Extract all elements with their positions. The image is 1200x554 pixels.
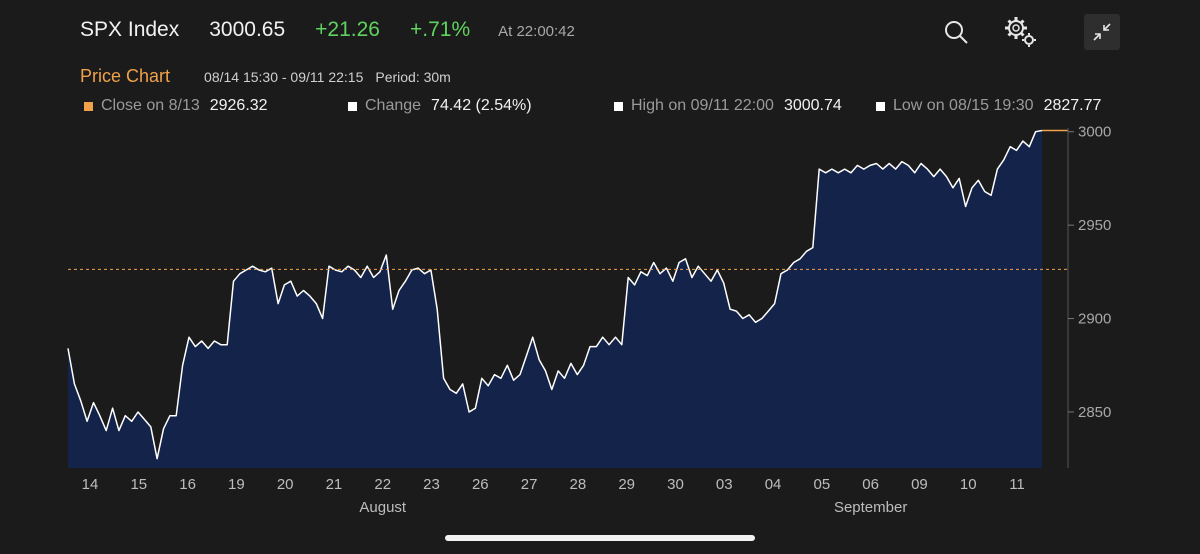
settings-gears-icon[interactable] <box>1002 14 1038 50</box>
high-value: 3000.74 <box>783 97 842 114</box>
x-tick-label: 16 <box>179 476 196 493</box>
x-tick-label: 21 <box>326 476 343 493</box>
high-marker <box>614 101 623 111</box>
x-tick-label: 03 <box>716 476 733 493</box>
ticker-symbol: SPX Index <box>80 18 180 41</box>
last-price: 3000.65 <box>209 18 286 41</box>
change-value: 74.42 (2.54%) <box>431 97 532 114</box>
month-label: August <box>359 499 407 516</box>
high-label: High on 09/11 22:00 <box>631 97 774 114</box>
search-icon[interactable] <box>938 14 974 50</box>
x-tick-label: 04 <box>765 476 782 493</box>
change-stat: Change 74.42 (2.54%) <box>348 97 532 115</box>
x-tick-label: 15 <box>130 476 147 493</box>
low-label: Low on 08/15 19:30 <box>893 97 1034 114</box>
close-marker <box>84 101 93 111</box>
chart-title: Price Chart <box>80 66 171 86</box>
stats-row: Close on 8/13 2926.32 Change 74.42 (2.54… <box>84 97 1200 119</box>
x-tick-label: 28 <box>570 476 587 493</box>
percent-change: +.71% <box>409 18 471 41</box>
y-tick-label: 2850 <box>1078 404 1111 421</box>
x-tick-label: 05 <box>813 476 830 493</box>
price-line <box>67 129 1043 460</box>
x-tick-label: 19 <box>228 476 245 493</box>
price-chart[interactable]: 2850 2900 2950 3000 14 15 16 19 20 21 22 23 26 27 28 29… <box>0 0 1200 530</box>
y-tick-label: 3000 <box>1078 124 1111 141</box>
x-tick-label: 20 <box>277 476 294 493</box>
x-tick-label: 27 <box>521 476 538 493</box>
x-tick-label: 29 <box>618 476 635 493</box>
x-tick-label: 06 <box>862 476 879 493</box>
change-label: Change <box>365 97 422 114</box>
y-tick-label: 2900 <box>1078 311 1111 328</box>
close-value: 2926.32 <box>209 97 268 114</box>
x-tick-label: 23 <box>423 476 440 493</box>
y-tick-label: 2950 <box>1078 217 1111 234</box>
quote-time: At 22:00:42 <box>498 23 575 40</box>
close-label: Close on 8/13 <box>101 97 200 114</box>
low-marker <box>876 101 885 111</box>
quote-header: SPX Index 3000.65 +21.26 +.71% At 22:00:… <box>80 18 575 48</box>
x-tick-label: 22 <box>374 476 391 493</box>
x-tick-label: 09 <box>911 476 928 493</box>
x-tick-label: 26 <box>472 476 489 493</box>
x-tick-label: 10 <box>960 476 977 493</box>
toolbar <box>938 14 1120 50</box>
low-value: 2827.77 <box>1043 97 1102 114</box>
change-marker <box>348 101 357 111</box>
x-tick-label: 14 <box>82 476 99 493</box>
date-range: 08/14 15:30 - 09/11 22:15 <box>204 69 364 85</box>
x-tick-label: 30 <box>667 476 684 493</box>
net-change: +21.26 <box>315 18 380 41</box>
chart-subheader: Price Chart 08/14 15:30 - 09/11 22:15 Pe… <box>80 66 451 87</box>
x-tick-label: 11 <box>1009 476 1025 493</box>
high-stat: High on 09/11 22:00 3000.74 <box>614 97 842 115</box>
low-stat: Low on 08/15 19:30 2827.77 <box>876 97 1101 115</box>
period-label: Period: 30m <box>375 69 451 85</box>
home-indicator <box>445 535 755 541</box>
month-label: September <box>834 499 907 516</box>
collapse-icon[interactable] <box>1084 14 1120 50</box>
price-area <box>68 130 1042 468</box>
close-stat: Close on 8/13 2926.32 <box>84 97 268 115</box>
